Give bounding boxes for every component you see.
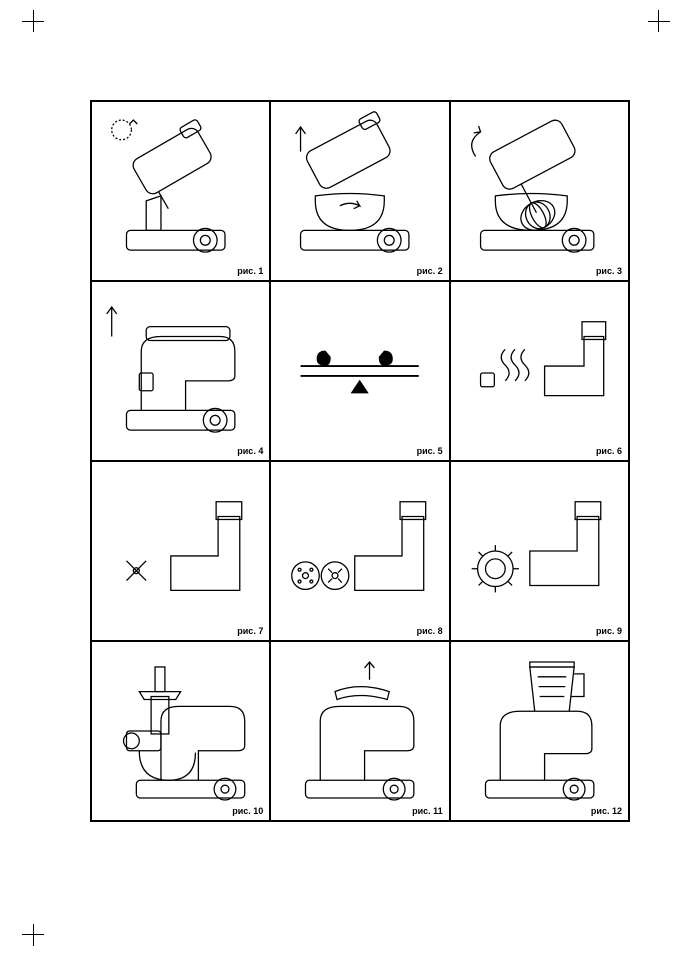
figure-3-mixer-whisk bbox=[451, 102, 628, 280]
figure-caption: рис. 5 bbox=[417, 446, 443, 456]
figure-cell: рис. 9 bbox=[450, 461, 629, 641]
figure-cell: рис. 3 bbox=[450, 101, 629, 281]
figure-cell: рис. 8 bbox=[270, 461, 449, 641]
figure-cell: рис. 10 bbox=[91, 641, 270, 821]
figure-caption: рис. 1 bbox=[237, 266, 263, 276]
figure-caption: рис. 3 bbox=[596, 266, 622, 276]
figure-cell: рис. 11 bbox=[270, 641, 449, 821]
figure-cell: рис. 12 bbox=[450, 641, 629, 821]
figure-6-grinder-auger bbox=[451, 282, 628, 460]
crop-mark-tr bbox=[646, 10, 670, 34]
grid-row: рис. 7 bbox=[91, 461, 629, 641]
grid-row: рис. 10 рис. 11 bbox=[91, 641, 629, 821]
figure-caption: рис. 10 bbox=[232, 806, 263, 816]
figure-grid: рис. 1 bbox=[90, 100, 630, 822]
figure-caption: рис. 8 bbox=[417, 626, 443, 636]
figure-cell: рис. 6 bbox=[450, 281, 629, 461]
figure-cell: рис. 1 bbox=[91, 101, 270, 281]
figure-5-align-marks bbox=[271, 282, 448, 460]
figure-caption: рис. 6 bbox=[596, 446, 622, 456]
figure-cell: рис. 7 bbox=[91, 461, 270, 641]
figure-4-mixer-closed bbox=[92, 282, 269, 460]
figure-cell: рис. 5 bbox=[270, 281, 449, 461]
figure-caption: рис. 2 bbox=[417, 266, 443, 276]
figure-caption: рис. 9 bbox=[596, 626, 622, 636]
figure-8-grinder-plates bbox=[271, 462, 448, 640]
crop-mark-tl bbox=[22, 10, 46, 34]
figure-11-mixer-top-cover bbox=[271, 642, 448, 820]
figure-caption: рис. 12 bbox=[591, 806, 622, 816]
figure-cell: рис. 2 bbox=[270, 101, 449, 281]
figure-caption: рис. 4 bbox=[237, 446, 263, 456]
figure-10-mixer-with-grinder bbox=[92, 642, 269, 820]
figure-9-grinder-ring bbox=[451, 462, 628, 640]
crop-mark-bl bbox=[22, 922, 46, 946]
figure-cell: рис. 4 bbox=[91, 281, 270, 461]
figure-caption: рис. 7 bbox=[237, 626, 263, 636]
grid-row: рис. 1 bbox=[91, 101, 629, 281]
figure-2-mixer-bowl bbox=[271, 102, 448, 280]
page: manualshive.com bbox=[50, 20, 642, 936]
figure-1-mixer-tilted bbox=[92, 102, 269, 280]
figure-7-grinder-blade bbox=[92, 462, 269, 640]
grid-row: рис. 4 рис. 5 bbox=[91, 281, 629, 461]
figure-12-mixer-blender bbox=[451, 642, 628, 820]
figure-caption: рис. 11 bbox=[412, 806, 443, 816]
